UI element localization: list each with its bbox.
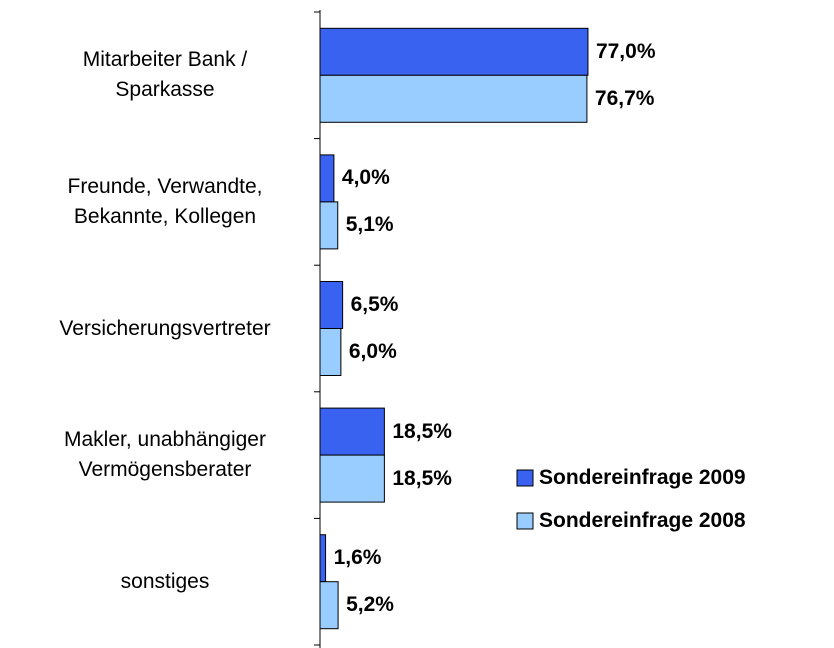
legend-label: Sondereinfrage 2008 bbox=[539, 509, 746, 532]
value-label: 6,0% bbox=[348, 340, 397, 363]
value-label: 5,1% bbox=[345, 213, 394, 237]
value-label: 5,2% bbox=[346, 593, 394, 617]
category-label: Versicherungsvertreter bbox=[59, 316, 271, 340]
bar bbox=[319, 454, 385, 503]
bar bbox=[319, 407, 385, 456]
bar bbox=[319, 281, 344, 329]
legend-label: Sondereinfrage 2009 bbox=[539, 466, 746, 489]
bar bbox=[319, 201, 339, 250]
bar bbox=[319, 27, 589, 76]
bar bbox=[319, 581, 339, 630]
bar bbox=[319, 74, 588, 123]
legend-swatch bbox=[516, 512, 534, 530]
bar bbox=[319, 154, 335, 203]
category-label: Freunde, Verwandte, Bekannte, Kollegen bbox=[67, 174, 263, 228]
value-label: 77,0% bbox=[595, 39, 656, 63]
category-label: Makler, unabhängiger Vermögensberater bbox=[64, 428, 266, 482]
category-label: sonstiges bbox=[120, 569, 210, 593]
value-label: 1,6% bbox=[333, 546, 382, 570]
category-label: Mitarbeiter Bank / Sparkasse bbox=[82, 48, 248, 102]
bar bbox=[319, 534, 327, 583]
bar bbox=[319, 328, 342, 376]
value-label: 4,0% bbox=[341, 166, 390, 190]
legend-swatch bbox=[516, 469, 534, 487]
value-label: 6,5% bbox=[350, 293, 399, 316]
value-label: 18,5% bbox=[392, 466, 452, 490]
value-label: 18,5% bbox=[392, 419, 452, 443]
value-label: 76,7% bbox=[594, 86, 655, 110]
